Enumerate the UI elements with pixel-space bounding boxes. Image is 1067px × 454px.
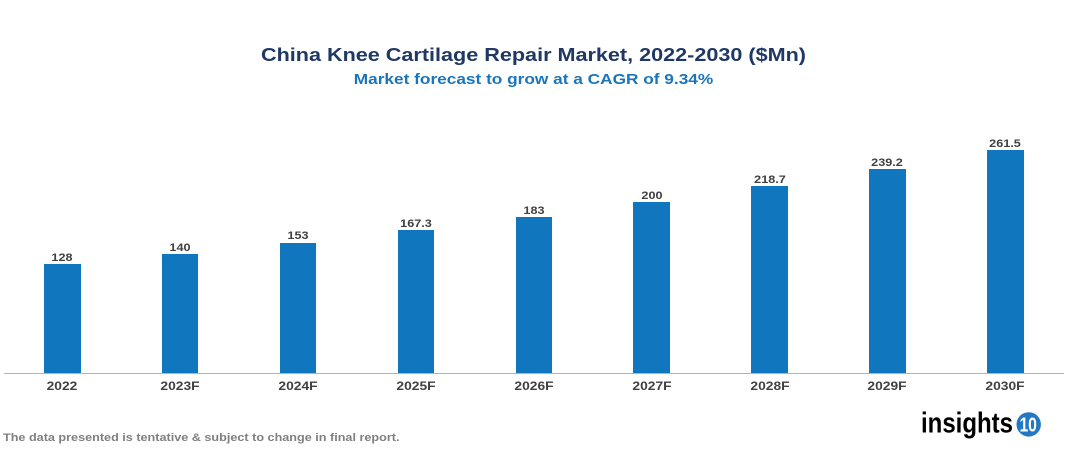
- svg-text:insights: insights: [921, 407, 1013, 439]
- svg-text:10: 10: [1019, 413, 1037, 436]
